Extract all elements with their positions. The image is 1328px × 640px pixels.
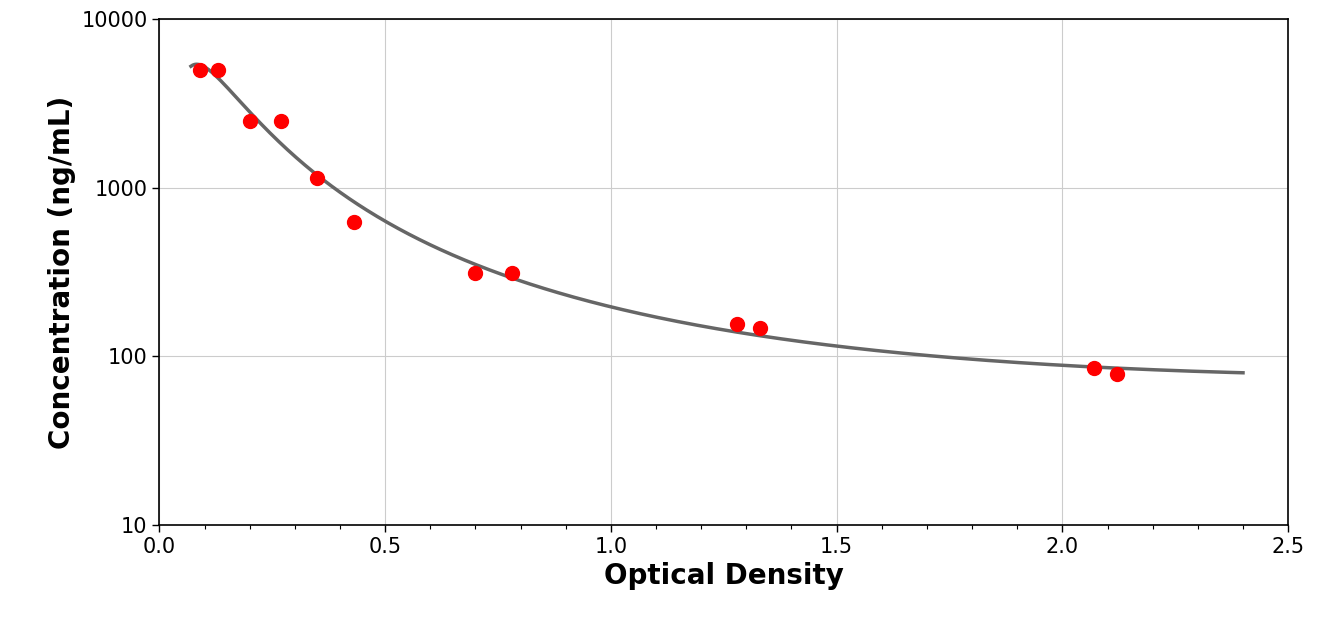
Point <box>1106 369 1127 380</box>
Y-axis label: Concentration (ng/mL): Concentration (ng/mL) <box>48 95 76 449</box>
Point <box>749 323 770 333</box>
Point <box>726 319 748 329</box>
Point <box>343 217 364 227</box>
Point <box>239 116 260 126</box>
Point <box>1084 363 1105 373</box>
Point <box>271 116 292 126</box>
Point <box>465 268 486 278</box>
Point <box>501 268 522 278</box>
Point <box>307 172 328 182</box>
Point <box>207 65 228 75</box>
Point <box>190 65 211 75</box>
X-axis label: Optical Density: Optical Density <box>604 562 843 590</box>
